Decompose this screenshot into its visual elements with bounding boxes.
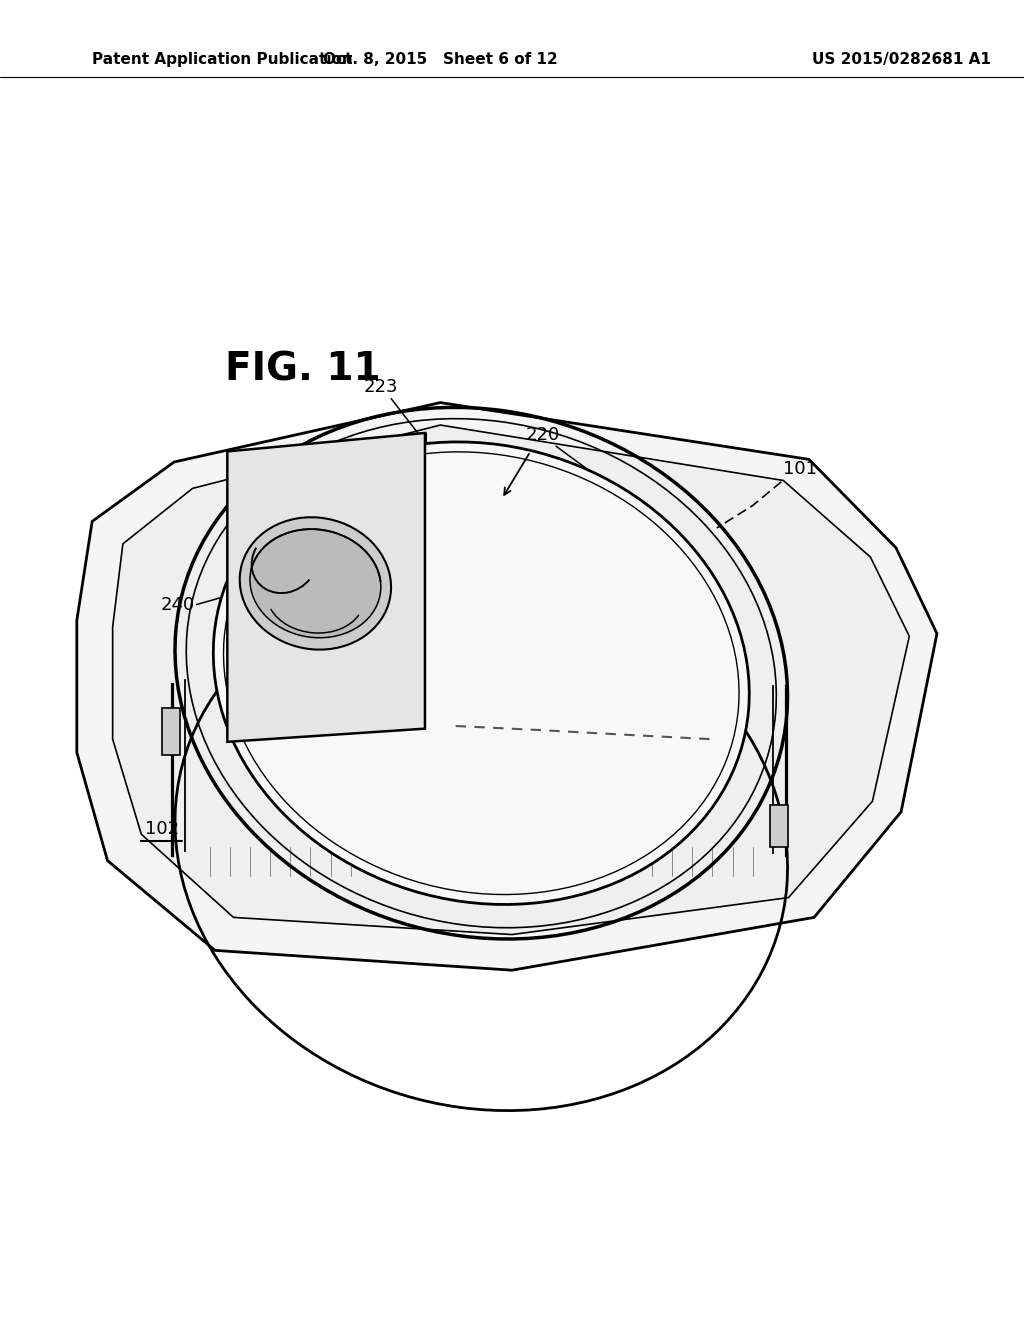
Ellipse shape [240,517,391,649]
FancyBboxPatch shape [162,708,180,755]
Text: Patent Application Publication: Patent Application Publication [92,51,353,67]
Text: 102: 102 [144,820,179,838]
Text: 101: 101 [783,459,817,478]
Text: Oct. 8, 2015   Sheet 6 of 12: Oct. 8, 2015 Sheet 6 of 12 [323,51,558,67]
Text: 240: 240 [161,595,195,614]
FancyBboxPatch shape [770,805,788,847]
Text: 223: 223 [364,378,398,396]
Text: 220: 220 [525,425,560,444]
Ellipse shape [250,529,381,638]
Text: FIG. 11: FIG. 11 [225,351,381,388]
Polygon shape [227,433,425,742]
Polygon shape [77,403,937,970]
Polygon shape [113,425,909,935]
Text: US 2015/0282681 A1: US 2015/0282681 A1 [812,51,990,67]
Ellipse shape [213,442,750,904]
